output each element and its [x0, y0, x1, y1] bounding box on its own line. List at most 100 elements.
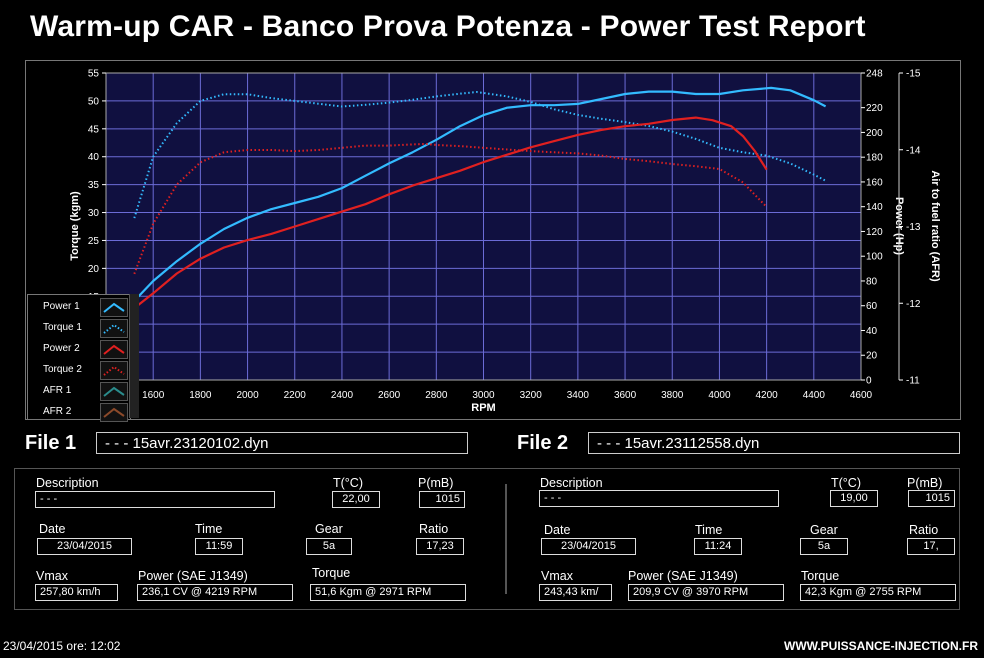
file1-power-label: Power (SAE J1349) [138, 569, 248, 583]
file2-pressure-field[interactable]: 1015 [908, 490, 955, 507]
file1-name-field[interactable]: - - - 15avr.23120102.dyn [96, 432, 468, 454]
legend-entry[interactable]: AFR 2 [28, 402, 130, 422]
file1-ratio-label: Ratio [419, 522, 449, 536]
power-tick-label: 140 [866, 202, 883, 213]
x-tick-label: 3600 [614, 390, 637, 401]
x-tick-label: 4000 [708, 390, 731, 401]
legend-swatch [100, 403, 128, 422]
file2-vmax-field[interactable]: 243,43 km/ [539, 584, 612, 601]
panel-divider [505, 484, 507, 594]
footer-datetime: 23/04/2015 ore: 12:02 [3, 639, 121, 653]
afr-axis-label: Air to fuel ratio (AFR) [929, 170, 941, 282]
power-tick-label: 60 [866, 301, 878, 312]
file1-date-label: Date [39, 522, 66, 536]
file1-temp-label: T(°C) [333, 476, 363, 490]
file1-time-field[interactable]: 11:59 [195, 538, 243, 555]
file1-vmax-field[interactable]: 257,80 km/h [35, 584, 118, 601]
torque-axis-label: Torque (kgm) [69, 191, 81, 261]
torque-tick-label: 20 [88, 264, 100, 275]
file2-time-field[interactable]: 11:24 [694, 538, 742, 555]
legend-entry[interactable]: Torque 2 [28, 360, 130, 380]
power-tick-label: 0 [866, 376, 872, 387]
torque-tick-label: 25 [88, 236, 100, 247]
file1-torque-label: Torque [312, 566, 351, 580]
afr-tick-label: -12 [906, 299, 921, 310]
x-tick-label: 2200 [284, 390, 307, 401]
x-tick-label: 3000 [472, 390, 495, 401]
x-tick-label: 4200 [756, 390, 779, 401]
legend-entry[interactable]: Torque 1 [28, 318, 130, 338]
file1-date-field[interactable]: 23/04/2015 [37, 538, 132, 555]
afr-tick-label: -11 [906, 376, 920, 387]
file2-gear-field[interactable]: 5a [800, 538, 848, 555]
legend-entry-label: AFR 1 [43, 385, 72, 396]
legend-swatch [100, 298, 128, 317]
file1-torque-field[interactable]: 51,6 Kgm @ 2971 RPM [310, 584, 466, 601]
file1-power-field[interactable]: 236,1 CV @ 4219 RPM [137, 584, 293, 601]
file2-name-field[interactable]: - - - 15avr.23112558.dyn [588, 432, 960, 454]
file1-description-field[interactable]: - - - [35, 491, 275, 508]
x-tick-label: 4400 [803, 390, 826, 401]
file1-description-label: Description [36, 476, 99, 490]
x-tick-label: 1600 [142, 390, 165, 401]
file2-gear-label: Gear [810, 523, 838, 537]
afr-tick-label: -15 [906, 69, 921, 80]
legend-entry[interactable]: AFR 1 [28, 381, 130, 401]
x-tick-label: 2400 [331, 390, 354, 401]
x-tick-label: 2600 [378, 390, 401, 401]
legend-entry-label: Torque 1 [43, 322, 82, 333]
power-tick-label: 80 [866, 276, 878, 287]
power-tick-label: 100 [866, 252, 883, 263]
file2-temp-label: T(°C) [831, 476, 861, 490]
file2-time-label: Time [695, 523, 723, 537]
legend-swatch [100, 340, 128, 359]
file2-description-label: Description [540, 476, 603, 490]
file2-ratio-field[interactable]: 17, [907, 538, 955, 555]
file2-torque-label: Torque [801, 569, 840, 583]
file1-pressure-label: P(mB) [418, 476, 454, 490]
plot-border [105, 72, 862, 381]
file2-temp-field[interactable]: 19,00 [830, 490, 878, 507]
file2-vmax-label: Vmax [541, 569, 573, 583]
power-tick-label: 160 [866, 177, 883, 188]
series-power-2 [128, 116, 768, 313]
file1-gear-field[interactable]: 5a [306, 538, 352, 555]
file2-power-label: Power (SAE J1349) [628, 569, 738, 583]
legend-entry[interactable]: Power 1 [28, 297, 130, 317]
file2-ratio-label: Ratio [909, 523, 939, 537]
file1-pressure-field[interactable]: 1015 [419, 491, 465, 508]
series-torque-2 [133, 142, 768, 275]
power-tick-label: 248 [866, 69, 883, 80]
file2-power-field[interactable]: 209,9 CV @ 3970 RPM [628, 584, 784, 601]
afr-tick-label: -13 [906, 222, 921, 233]
file2-torque-field[interactable]: 42,3 Kgm @ 2755 RPM [800, 584, 956, 601]
file1-ratio-field[interactable]: 17,23 [416, 538, 464, 555]
x-tick-label: 2000 [236, 390, 259, 401]
x-tick-label: 2800 [425, 390, 448, 401]
file1-vmax-label: Vmax [36, 569, 68, 583]
file2-date-field[interactable]: 23/04/2015 [541, 538, 636, 555]
torque-tick-label: 45 [88, 124, 100, 135]
legend-entry-label: AFR 2 [43, 406, 72, 417]
file1-temp-field[interactable]: 22,00 [332, 491, 380, 508]
legend-entry[interactable]: Power 2 [28, 339, 130, 359]
x-tick-label: 3800 [661, 390, 684, 401]
x-tick-label: 3400 [567, 390, 590, 401]
power-tick-label: 200 [866, 128, 883, 139]
x-tick-label: 3200 [520, 390, 543, 401]
power-tick-label: 20 [866, 351, 878, 362]
file2-label: File 2 [517, 432, 569, 454]
legend-swatch [100, 382, 128, 401]
dyno-chart: 1600 1800 2000 2200 2400 2600 2800 3000 3200 3400… [25, 60, 961, 420]
footer-website[interactable]: WWW.PUISSANCE-INJECTION.FR [784, 639, 978, 653]
torque-tick-label: 35 [88, 180, 100, 191]
file2-description-field[interactable]: - - - [539, 490, 779, 507]
power-tick-label: 180 [866, 153, 883, 164]
series-torque-1 [133, 91, 827, 219]
torque-tick-label: 30 [88, 208, 100, 219]
power-tick-label: 120 [866, 227, 883, 238]
chart-legend[interactable]: Power 1 Torque 1 Power 2 Torque 2 AFR 1 AFR 2 [27, 294, 131, 422]
torque-tick-label: 40 [88, 152, 100, 163]
series-power-1 [128, 86, 827, 307]
legend-scrollbar[interactable] [129, 294, 139, 418]
